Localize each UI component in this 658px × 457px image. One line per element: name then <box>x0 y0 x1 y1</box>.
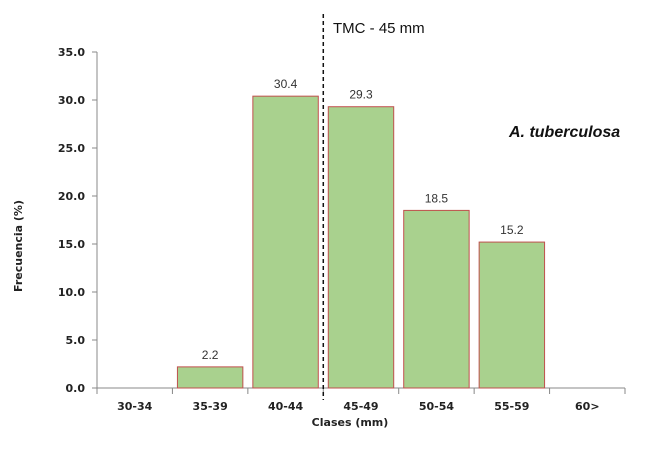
y-tick-label: 10.0 <box>58 286 85 299</box>
bar-labels: 2.2 30.4 29.3 18.5 15.2 <box>202 77 524 362</box>
x-tick-label: 60> <box>575 400 600 413</box>
bar <box>327 106 395 389</box>
bar <box>176 366 244 389</box>
x-tick-label: 50-54 <box>419 400 455 413</box>
bar-value-label: 29.3 <box>349 88 373 102</box>
y-tick-label: 5.0 <box>66 334 86 347</box>
bar <box>252 95 319 389</box>
x-tick-label: 35-39 <box>193 400 228 413</box>
bars <box>176 95 546 389</box>
bar <box>403 209 470 389</box>
x-axis-title: Clases (mm) <box>312 416 389 429</box>
x-tick-label: 55-59 <box>494 400 529 413</box>
species-label: A. tuberculosa <box>508 124 620 141</box>
x-ticks: 30-34 35-39 40-44 45-49 50-54 55-59 60> <box>96 388 626 413</box>
y-axis: 0.0 5.0 10.0 15.0 20.0 25.0 30.0 35.0 <box>58 46 98 395</box>
y-axis-title: Frecuencia (%) <box>12 200 25 292</box>
bar <box>478 241 546 389</box>
bar-value-label: 18.5 <box>425 191 449 205</box>
x-tick-label: 45-49 <box>343 400 378 413</box>
x-tick-label: 40-44 <box>268 400 304 413</box>
tmc-label: TMC - 45 mm <box>333 20 425 37</box>
y-tick-label: 15.0 <box>58 238 85 251</box>
x-tick-label: 30-34 <box>117 400 153 413</box>
y-tick-label: 25.0 <box>58 142 85 155</box>
x-axis: 30-34 35-39 40-44 45-49 50-54 55-59 60> <box>96 387 626 413</box>
y-tick-label: 0.0 <box>66 382 86 395</box>
bar-value-label: 15.2 <box>500 223 524 237</box>
y-tick-label: 35.0 <box>58 46 85 59</box>
bar-value-label: 30.4 <box>274 77 298 91</box>
y-tick-label: 20.0 <box>58 190 85 203</box>
y-tick-label: 30.0 <box>58 94 85 107</box>
bar-value-label: 2.2 <box>202 348 219 362</box>
y-ticks: 0.0 5.0 10.0 15.0 20.0 25.0 30.0 35.0 <box>58 46 97 395</box>
